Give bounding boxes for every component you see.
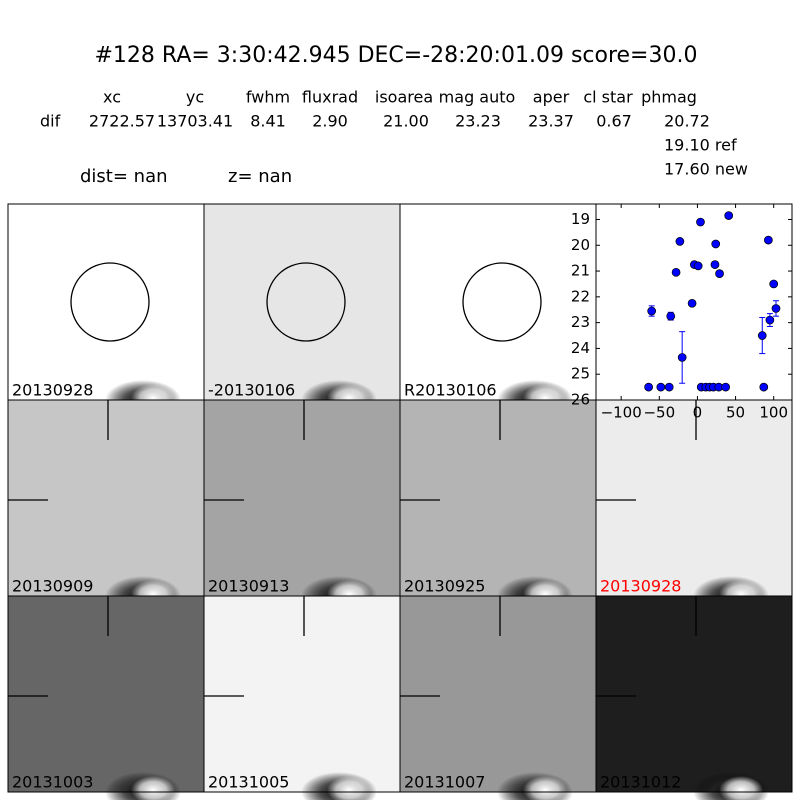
point (664, 382, 674, 392)
y-tick-label: 21 (571, 262, 590, 280)
point (696, 217, 705, 227)
point (715, 269, 724, 278)
panel-label: 20130913 (208, 577, 289, 596)
y-tick-label: 26 (571, 391, 590, 409)
galaxy-glow (327, 776, 371, 800)
y-tick-label: 23 (571, 313, 590, 331)
panel-label: 20130909 (12, 577, 93, 596)
column-header: cl star (583, 88, 633, 107)
aperture (70, 262, 150, 342)
panel-image (596, 400, 792, 596)
point (721, 382, 730, 392)
panel-image (596, 596, 792, 792)
panel-image (8, 204, 204, 400)
column-header: aper (533, 88, 570, 107)
panel-image (204, 596, 400, 792)
new-mag: 17.60 new (664, 160, 748, 179)
x-tick-label: 100 (759, 404, 788, 422)
column-header: xc (103, 88, 121, 107)
galaxy-glow (719, 776, 763, 800)
panel-image (400, 596, 596, 792)
row-value: 20.72 (664, 112, 710, 131)
column-header: phmag (641, 88, 697, 107)
row-value: 2.90 (312, 112, 348, 131)
row-label: dif (40, 112, 61, 131)
point (647, 306, 657, 316)
panel-label: 20130925 (404, 577, 485, 596)
row-value: 23.37 (528, 112, 574, 131)
point (693, 261, 703, 271)
column-header: yc (186, 88, 204, 107)
galaxy-glow (523, 776, 567, 800)
ref-mag: 19.10 ref (664, 136, 737, 155)
plot-frame (595, 203, 793, 401)
panel-label: -20130106 (208, 381, 295, 400)
panel-image (400, 400, 596, 596)
point (675, 237, 685, 246)
title: #128 RA= 3:30:42.945 DEC=-28:20:01.09 sc… (95, 43, 698, 68)
x-tick-label: 0 (693, 404, 703, 422)
panel-label: 20130928 (600, 577, 681, 596)
point (656, 382, 666, 392)
panel-image (8, 596, 204, 792)
point (765, 315, 775, 325)
panel-frame (595, 595, 793, 793)
column-header: fluxrad (302, 88, 358, 107)
point (759, 382, 769, 392)
column-header: mag auto (439, 88, 516, 107)
y-tick-label: 25 (571, 365, 590, 383)
column-header: fwhm (246, 88, 290, 107)
point (687, 298, 697, 308)
y-tick-label: 19 (571, 210, 590, 228)
row-value: 23.23 (455, 112, 501, 131)
redshift: z= nan (228, 166, 292, 187)
point (711, 239, 721, 249)
point (671, 267, 681, 277)
panel-label: 20131012 (600, 773, 681, 792)
panel-image (204, 204, 400, 400)
panel-label: R20130106 (404, 381, 497, 400)
panel-label: 20131005 (208, 773, 289, 792)
aperture (462, 262, 542, 342)
row-value: 2722.57 (89, 112, 155, 131)
row-value: 13703.41 (157, 112, 233, 131)
x-tick-label: −100 (601, 404, 642, 422)
dist: dist= nan (80, 166, 168, 187)
point (677, 353, 687, 362)
point (771, 304, 781, 313)
point (710, 260, 720, 269)
panel-image (8, 400, 204, 596)
row-value: 0.67 (596, 112, 632, 131)
point (666, 311, 676, 321)
point (769, 279, 779, 289)
panel-label: 20131007 (404, 773, 485, 792)
aperture (266, 262, 346, 342)
row-value: 21.00 (383, 112, 429, 131)
panel-label: 20130928 (12, 381, 93, 400)
x-tick-label: 50 (726, 404, 745, 422)
panel-image (400, 204, 596, 400)
panel-image (204, 400, 400, 596)
panel-label: 20131003 (12, 773, 93, 792)
row-value: 8.41 (250, 112, 286, 131)
y-tick-label: 20 (571, 236, 590, 254)
point (757, 331, 767, 340)
galaxy-glow (131, 776, 175, 800)
point (724, 211, 734, 220)
point (764, 235, 773, 245)
point (644, 382, 653, 392)
column-header: isoarea (375, 88, 433, 107)
y-tick-label: 24 (571, 339, 590, 357)
x-tick-label: −50 (643, 404, 675, 422)
y-tick-label: 22 (571, 287, 590, 305)
